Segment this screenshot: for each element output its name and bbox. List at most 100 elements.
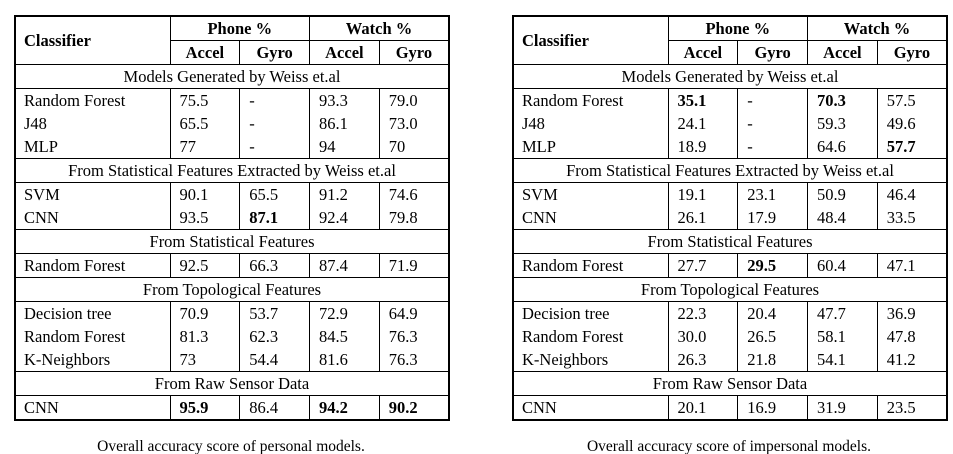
value-cell: 35.1 xyxy=(667,88,739,112)
table-row: K-Neighbors 26.3 21.8 54.1 41.2 xyxy=(513,348,948,372)
value-cell: 65.5 xyxy=(169,112,241,135)
value-cell: - xyxy=(239,88,311,112)
value-cell: 64.6 xyxy=(807,135,878,159)
value-cell: 47.1 xyxy=(876,253,948,278)
table-row: SVM 19.1 23.1 50.9 46.4 xyxy=(513,182,948,206)
value-cell: 72.9 xyxy=(309,301,380,325)
value-cell: 60.4 xyxy=(807,253,878,278)
classifier-cell: CNN xyxy=(15,206,171,230)
table-section: Models Generated by Weiss et.al Random Fo… xyxy=(513,64,948,159)
watch-group-header: Watch % xyxy=(309,15,450,41)
classifier-cell: MLP xyxy=(513,135,669,159)
section-header-row: From Statistical Features Extracted by W… xyxy=(15,158,450,183)
value-cell: 29.5 xyxy=(737,253,809,278)
value-cell: 24.1 xyxy=(667,112,739,135)
section-title: From Statistical Features Extracted by W… xyxy=(513,158,948,183)
table-section: From Statistical Features Random Forest 27… xyxy=(513,229,948,278)
classifier-cell: Random Forest xyxy=(513,88,669,112)
section-header-row: From Statistical Features Extracted by W… xyxy=(513,158,948,183)
subcolumn-header-gyro-1: Gyro xyxy=(239,40,311,65)
classifier-cell: Random Forest xyxy=(15,325,171,348)
header-row-groups: Classifier Phone % Watch % xyxy=(513,15,948,65)
value-cell: 26.5 xyxy=(737,325,809,348)
value-cell: 77 xyxy=(169,135,241,159)
value-cell: 76.3 xyxy=(378,348,450,372)
classifier-cell: Random Forest xyxy=(513,253,669,278)
value-cell: 48.4 xyxy=(807,206,878,230)
header-row-groups: Classifier Phone % Watch % xyxy=(15,15,450,65)
table-row: MLP 77-94 70 xyxy=(15,135,450,159)
classifier-cell: Random Forest xyxy=(513,325,669,348)
classifier-cell: K-Neighbors xyxy=(513,348,669,372)
value-cell: 22.3 xyxy=(667,301,739,325)
table-row: CNN 26.1 17.9 48.4 33.5 xyxy=(513,206,948,230)
watch-group-header: Watch % xyxy=(807,15,948,41)
value-cell: 65.5 xyxy=(239,182,311,206)
value-cell: 86.1 xyxy=(309,112,380,135)
classifier-column-header: Classifier xyxy=(513,16,669,65)
section-title: From Statistical Features xyxy=(513,229,948,254)
table-row: J48 24.1-59.3 49.6 xyxy=(513,112,948,135)
section-header-row: From Raw Sensor Data xyxy=(513,371,948,396)
value-cell: 94 xyxy=(309,135,380,159)
table-section: From Raw Sensor Data CNN 95.9 86.4 94.2 90.2 xyxy=(15,371,450,420)
value-cell: 81.3 xyxy=(169,325,241,348)
value-cell: 18.9 xyxy=(667,135,739,159)
phone-group-header: Phone % xyxy=(169,15,311,41)
section-title: Models Generated by Weiss et.al xyxy=(15,64,450,89)
section-header-row: From Topological Features xyxy=(15,277,450,302)
value-cell: 71.9 xyxy=(378,253,450,278)
classifier-column-header: Classifier xyxy=(15,16,171,65)
section-header-row: From Raw Sensor Data xyxy=(15,371,450,396)
value-cell: - xyxy=(239,135,311,159)
value-cell: 66.3 xyxy=(239,253,311,278)
section-header-row: Models Generated by Weiss et.al xyxy=(513,64,948,89)
value-cell: 91.2 xyxy=(309,182,380,206)
value-cell: - xyxy=(239,112,311,135)
value-cell: 87.1 xyxy=(239,206,311,230)
value-cell: 26.3 xyxy=(667,348,739,372)
table-section: From Statistical Features Random Forest 92… xyxy=(15,229,450,278)
impersonal-table-caption: Overall accuracy score of impersonal mod… xyxy=(586,438,872,454)
table-section: From Topological Features Decision tree 70… xyxy=(15,277,450,372)
value-cell: 57.7 xyxy=(876,135,948,159)
value-cell: 93.3 xyxy=(309,88,380,112)
table-row: CNN 20.1 16.9 31.9 23.5 xyxy=(513,395,948,420)
value-cell: 36.9 xyxy=(876,301,948,325)
value-cell: - xyxy=(737,135,809,159)
classifier-cell: J48 xyxy=(15,112,171,135)
classifier-cell: Decision tree xyxy=(513,301,669,325)
table-row: J48 65.5-86.1 73.0 xyxy=(15,112,450,135)
classifier-cell: SVM xyxy=(15,182,171,206)
header-row-subcolumns: Accel Gyro Accel Gyro xyxy=(15,40,450,65)
value-cell: 47.7 xyxy=(807,301,878,325)
impersonal-models-table-block: Classifier Phone % Watch % Accel Gyro Accel Gy… xyxy=(512,15,949,454)
value-cell: 46.4 xyxy=(876,182,948,206)
value-cell: 70 xyxy=(378,135,450,159)
value-cell: 70.9 xyxy=(169,301,241,325)
value-cell: 30.0 xyxy=(667,325,739,348)
section-title: From Statistical Features Extracted by W… xyxy=(15,158,450,183)
value-cell: 26.1 xyxy=(667,206,739,230)
classifier-cell: SVM xyxy=(513,182,669,206)
classifier-cell: Decision tree xyxy=(15,301,171,325)
tables-row: Classifier Phone % Watch % Accel Gyro Accel Gy… xyxy=(14,15,949,454)
section-header-row: From Topological Features xyxy=(513,277,948,302)
value-cell: 93.5 xyxy=(169,206,241,230)
personal-models-table-block: Classifier Phone % Watch % Accel Gyro Accel Gy… xyxy=(14,15,451,454)
classifier-cell: J48 xyxy=(513,112,669,135)
subcolumn-header-accel-2: Accel xyxy=(309,40,380,65)
value-cell: 79.8 xyxy=(378,206,450,230)
value-cell: 20.1 xyxy=(667,395,739,420)
table-section: From Statistical Features Extracted by W… xyxy=(513,158,948,230)
impersonal-table-head: Classifier Phone % Watch % Accel Gyro Accel Gy… xyxy=(513,15,948,65)
subcolumn-header-accel-2: Accel xyxy=(807,40,878,65)
subcolumn-header-gyro-3: Gyro xyxy=(378,40,450,65)
classifier-cell: MLP xyxy=(15,135,171,159)
section-title: Models Generated by Weiss et.al xyxy=(513,64,948,89)
table-row: Decision tree 70.9 53.7 72.9 64.9 xyxy=(15,301,450,325)
value-cell: 23.5 xyxy=(876,395,948,420)
value-cell: 19.1 xyxy=(667,182,739,206)
table-row: Decision tree 22.3 20.4 47.7 36.9 xyxy=(513,301,948,325)
value-cell: 73 xyxy=(169,348,241,372)
